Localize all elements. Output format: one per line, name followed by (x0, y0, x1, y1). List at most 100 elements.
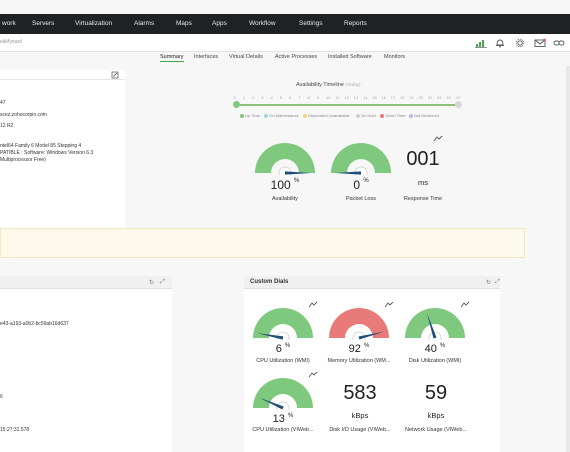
nav-item-settings[interactable]: Settings (299, 20, 323, 27)
timeline-hour-label: 24 (455, 95, 460, 100)
timeline-hour-label: 21 (427, 95, 433, 100)
cpu-utilization-viweb-dial (253, 378, 313, 410)
custom-dials-title: Custom Dials (250, 279, 289, 285)
refresh-icon[interactable]: ↻ (149, 280, 155, 286)
nav-item-virtualization[interactable]: Virtualization (75, 20, 113, 27)
nav-item-maps[interactable]: Maps (176, 20, 192, 27)
alert-banner (0, 228, 525, 258)
gauge-arc (331, 143, 391, 173)
timeline-hour-label: 12 (344, 95, 349, 100)
timeline-hour-label: 17 (390, 95, 396, 100)
alarm-bell-icon[interactable] (494, 38, 506, 48)
timeline-hour-label: 16 (381, 95, 386, 100)
availability-value: 100 % (270, 178, 300, 192)
nav-item-reports[interactable]: Reports (344, 20, 367, 27)
packet-loss-label: Packet Loss (346, 196, 376, 202)
monitor-tabs: Summary Interfaces Virtual Details Activ… (0, 52, 570, 66)
timeline-hour-label: 20 (418, 95, 423, 100)
timeline-hour-label: 0 (233, 95, 236, 100)
gauge-needle (335, 171, 361, 175)
network-usage-unit: kBps (427, 411, 445, 420)
timeline-hour-label: 14 (363, 95, 368, 100)
response-time-label: Response Time (403, 196, 443, 202)
nav-item-alarms[interactable]: Alarms (134, 20, 155, 27)
packet-loss-value: 0 % (353, 178, 369, 192)
disk-io-usage-label: Disk I/O Usage (VIWeb... (329, 427, 391, 433)
timeline-hour-label: 19 (409, 95, 414, 100)
settings-icon[interactable] (514, 38, 526, 48)
chart-options-icon[interactable] (308, 371, 318, 378)
detail-line: e43-a193-a0b2-bc59ab16d637 (0, 321, 69, 327)
availability-title-text: Availability Timeline (296, 82, 344, 88)
details-panel-header (0, 276, 172, 289)
custom-dials-panel: Custom Dials ↻ ⤢ (244, 276, 500, 452)
tab-monitors[interactable]: Monitors (384, 54, 406, 60)
timeline-hour-label: 3 (261, 95, 264, 100)
availability-subtitle: (Today) (345, 82, 361, 87)
nav-item-servers[interactable]: Servers (32, 20, 55, 27)
tab-interfaces[interactable]: Interfaces (194, 54, 219, 60)
timeline-end-dot (455, 101, 462, 108)
timeline-hour-label: 2 (252, 95, 255, 100)
timeline-hour-label: 22 (437, 95, 442, 100)
gauge-needle (259, 397, 284, 410)
chart-options-icon[interactable] (384, 301, 394, 308)
network-usage-label: Network Usage (VIWeb... (405, 427, 467, 433)
tab-installed-software[interactable]: Installed Software (328, 54, 372, 60)
chart-options-icon[interactable] (308, 301, 318, 308)
chart-options-icon[interactable] (460, 301, 470, 308)
timeline-hour-label: 13 (353, 95, 359, 100)
timeline-hour-label: 5 (279, 95, 282, 100)
timeline-hour-label: 8 (307, 95, 310, 100)
info-line: 12 R2 (0, 123, 14, 129)
breadcrumb[interactable]: ekMyeard (0, 39, 22, 45)
nav-item-workflow[interactable]: Workflow (249, 20, 276, 27)
info-line: 47 (0, 100, 6, 106)
disk-io-usage-value: 583 (343, 382, 377, 404)
edit-icon[interactable] (111, 71, 119, 79)
chart-icon[interactable] (475, 38, 487, 48)
tab-virtual-details[interactable]: Virtual Details (229, 54, 263, 60)
availability-label: Availability (272, 196, 298, 202)
legend-item: Not Monitored (408, 113, 439, 118)
detail-line: 6 (0, 394, 3, 400)
timeline-hour-label: 6 (289, 95, 292, 100)
nav-item-network[interactable]: work (2, 20, 16, 27)
cpu-utilization-viweb-label: CPU Utilization (VIWeb... (252, 427, 314, 433)
nav-item-apps[interactable]: Apps (212, 20, 227, 27)
response-time-unit: ms (418, 178, 428, 187)
disk-io-usage-unit: kBps (351, 411, 369, 420)
timeline-hour-label: 7 (298, 95, 301, 100)
details-panel: ↻ ⤢ e43-a193-a0b2-bc59ab16d637 6 15:27:3… (0, 276, 172, 452)
gauge-arc (253, 308, 313, 338)
timeline-uptime-bar[interactable] (236, 104, 458, 106)
cpu-utilization-wmi-value: 6 % (275, 343, 291, 355)
timeline-hour-label: 15 (372, 95, 377, 100)
info-line: scez,zohocorpin.com (0, 112, 47, 118)
system-info-panel: 47 scez,zohocorpin.com 12 R2 ntel64 Fami… (0, 70, 125, 230)
chart-options-icon[interactable] (433, 135, 443, 142)
gauge-needle (426, 313, 437, 339)
disk-utilization-wmi-label: Disk Utilization (WMI) (408, 358, 462, 364)
top-navigation: work Servers Virtualization Alarms Maps … (0, 14, 570, 34)
mail-icon[interactable] (534, 38, 546, 48)
expand-icon[interactable]: ⤢ (495, 279, 500, 285)
system-info-header (0, 70, 125, 80)
gauge-needle (257, 333, 284, 340)
legend-item: Up Time (240, 113, 260, 118)
expand-icon[interactable]: ⤢ (160, 279, 165, 285)
timeline-start-dot (233, 101, 240, 108)
tab-summary[interactable]: Summary (160, 54, 184, 62)
link-icon[interactable] (553, 38, 565, 48)
page-scrollbar[interactable] (566, 66, 570, 452)
info-line: Multiprocessor Free) (0, 157, 46, 163)
tab-active-processes[interactable]: Active Processes (275, 54, 318, 60)
timeline-hour-label: 18 (400, 95, 405, 100)
cpu-utilization-wmi-dial (253, 308, 313, 340)
gauge-needle (285, 171, 311, 175)
gauge-arc (253, 378, 313, 408)
timeline-hour-label: 11 (335, 95, 340, 100)
custom-dials-header: Custom Dials (244, 276, 500, 289)
refresh-icon[interactable]: ↻ (486, 280, 492, 286)
